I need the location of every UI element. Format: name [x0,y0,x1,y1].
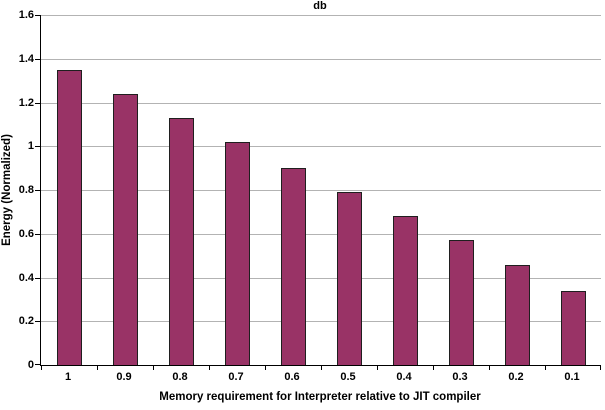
y-axis-tick [35,233,41,235]
bar [560,291,586,365]
chart-title: db [313,0,327,12]
x-axis-tick [41,366,42,370]
gridline [41,102,601,104]
y-tick-label: 1.4 [18,52,34,65]
x-axis-tick [489,366,490,370]
y-tick-label: 0.2 [18,315,34,328]
x-tick-label: 0.7 [228,371,244,383]
y-tick-label: 0.4 [18,271,34,284]
bar [112,94,138,365]
bar [336,192,362,365]
y-axis-tick [35,364,41,365]
gridline [41,190,601,191]
y-tick-label: 0 [27,359,34,371]
y-axis-tick [35,58,41,60]
y-axis-tick [35,190,41,191]
bar [168,118,194,365]
gridline [41,321,601,323]
x-axis-tick [377,366,378,370]
y-axis-tick [35,15,41,16]
x-tick-label: 0.1 [564,371,580,383]
y-axis-tick [35,102,41,104]
bar [56,70,82,365]
gridline [41,15,601,16]
x-tick-label: 1 [64,371,72,383]
x-tick-label: 0.3 [452,371,468,383]
y-axis-tick [35,321,41,323]
y-tick-label: 1 [27,140,34,153]
bar [280,168,306,365]
x-axis-tick [153,366,154,370]
plot-area [35,15,601,370]
y-axis-tick [35,146,41,148]
x-axis-tick [209,366,210,370]
x-axis-tick [433,366,434,370]
bar [392,216,418,365]
y-tick-label: 1.6 [18,9,34,21]
x-axis-tick [600,366,601,370]
y-tick-label: 1.2 [18,96,34,109]
y-tick-label: 0.8 [18,184,34,196]
x-axis-tick [545,366,546,370]
y-tick-label: 0.6 [18,227,34,240]
gridline [41,58,601,60]
bar [448,240,474,365]
x-axis-tick [97,366,98,370]
gridline [41,146,601,148]
x-tick-label: 0.6 [284,371,300,383]
x-axis-tick [265,366,266,370]
y-axis-tick [35,277,41,279]
x-axis-tick [321,366,322,370]
gridline [41,277,601,279]
x-tick-label: 0.4 [396,371,412,383]
x-tick-label: 0.2 [508,371,524,383]
x-axis-title: Memory requirement for Interpreter relat… [159,391,481,403]
gridline [41,233,601,235]
x-tick-label: 0.8 [172,371,188,383]
x-tick-label: 0.9 [116,371,132,383]
bar [224,142,250,365]
x-tick-label: 0.5 [340,371,356,383]
bar [504,265,530,365]
